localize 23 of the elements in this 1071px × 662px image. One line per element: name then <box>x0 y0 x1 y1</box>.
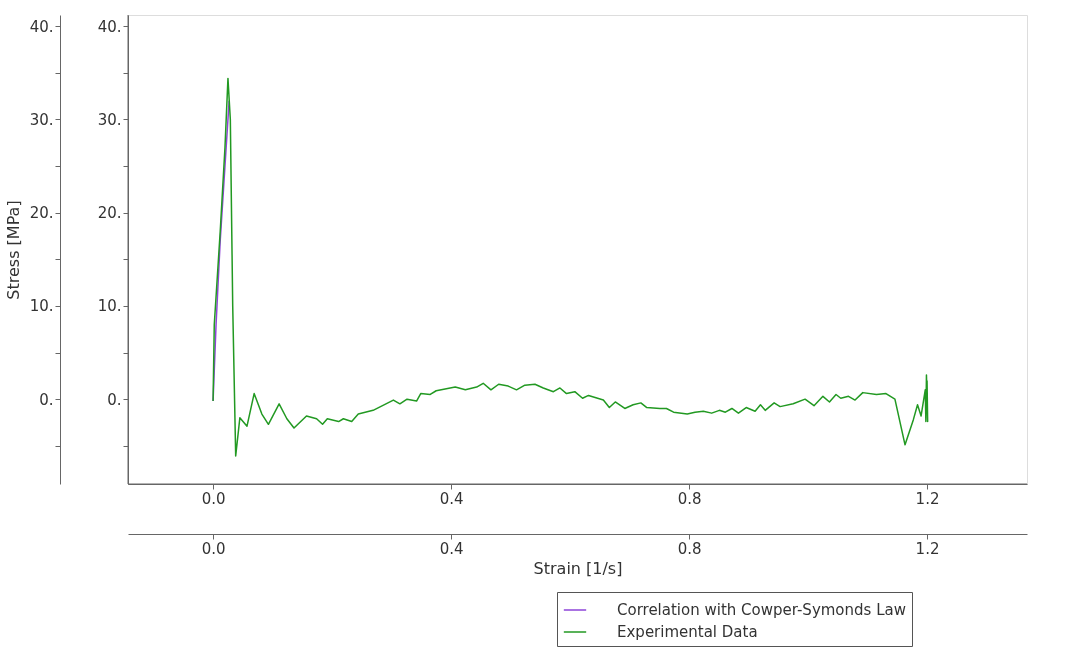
x-tick-label: 0.0 <box>201 489 226 508</box>
x2-tick-label: 0.8 <box>677 539 702 558</box>
x-tick-label: 0.4 <box>439 489 464 508</box>
y2-tick-label: 0. <box>107 390 122 409</box>
x-axis-title: Strain [1/s] <box>533 558 623 578</box>
y2-tick-label: 20. <box>97 204 122 223</box>
legend-label: Correlation with Cowper-Symonds Law <box>617 601 906 619</box>
legend-label: Experimental Data <box>617 623 758 641</box>
x2-tick-label: 1.2 <box>915 539 940 558</box>
y-tick-label: 20. <box>29 204 54 223</box>
y-tick-label: 30. <box>29 110 54 129</box>
y2-tick-label: 30. <box>97 110 122 129</box>
x-tick-label: 0.8 <box>677 489 702 508</box>
y-tick-label: 10. <box>29 297 54 316</box>
x2-tick-label: 0.4 <box>439 539 464 558</box>
x2-tick-label: 0.0 <box>201 539 226 558</box>
y2-tick-label: 40. <box>97 17 122 36</box>
y-tick-label: 0. <box>39 390 54 409</box>
y-axis-title: Stress [MPa] <box>3 200 23 300</box>
y-tick-label: 40. <box>29 17 54 36</box>
x-tick-label: 1.2 <box>915 489 940 508</box>
y2-tick-label: 10. <box>97 297 122 316</box>
line-series <box>212 77 929 457</box>
